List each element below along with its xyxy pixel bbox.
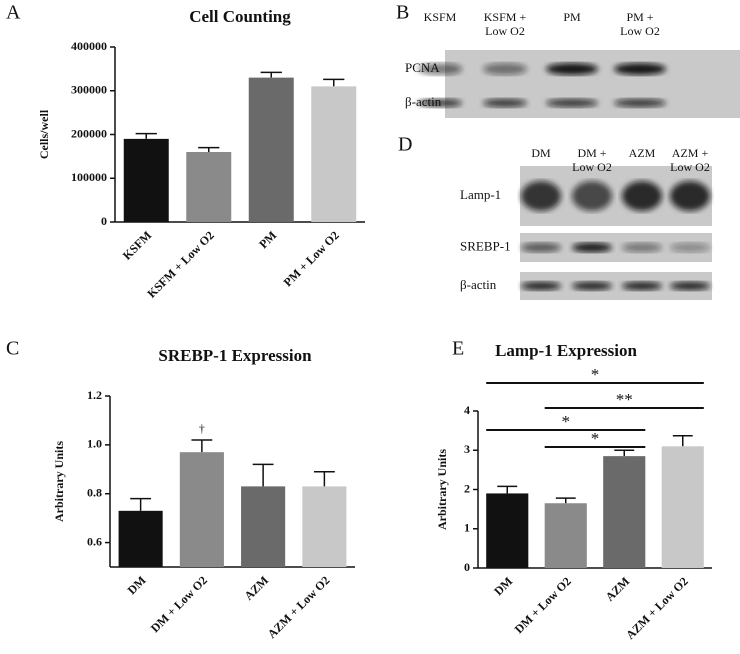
y-axis-label: Arbitrary Units	[52, 441, 66, 522]
x-tick-label: AZM	[603, 574, 633, 604]
lane-label: Low O2	[670, 160, 710, 174]
panel-letter: A	[6, 2, 21, 24]
chart-title: Cell Counting	[189, 7, 291, 26]
blot-band	[546, 63, 598, 75]
y-tick-label: 200000	[71, 126, 107, 140]
y-tick-label: 1.2	[87, 388, 102, 402]
blot-band	[418, 63, 462, 75]
blot-band	[572, 181, 612, 211]
bar	[241, 486, 286, 567]
annotation: †	[199, 422, 205, 436]
x-tick-label: DM + Low O2	[148, 573, 210, 635]
y-tick-label: 2	[464, 481, 470, 495]
blot-band	[670, 181, 710, 211]
blot-band	[521, 281, 561, 291]
lane-label: Low O2	[572, 160, 612, 174]
blot-band	[546, 98, 598, 108]
x-tick-label: KSFM	[120, 228, 154, 262]
panel-letter: E	[452, 338, 464, 360]
blot-row-label: β-actin	[460, 277, 497, 292]
lane-label: AZM	[629, 146, 656, 160]
bar	[118, 510, 163, 567]
y-tick-label: 4	[464, 403, 470, 417]
x-tick-label: AZM + Low O2	[265, 573, 333, 641]
lane-label: Low O2	[620, 24, 660, 38]
y-tick-label: 400000	[71, 39, 107, 53]
blot-band	[622, 181, 662, 211]
blot-band	[622, 242, 662, 253]
x-tick-label: AZM + Low O2	[623, 574, 691, 642]
blot-band	[483, 98, 527, 108]
bar	[248, 77, 294, 222]
bar	[311, 86, 357, 222]
lane-label: Low O2	[485, 24, 525, 38]
x-tick-label: AZM	[241, 573, 271, 603]
y-tick-label: 0.8	[87, 485, 102, 499]
bar	[544, 503, 587, 568]
y-tick-label: 0.6	[87, 534, 102, 548]
y-tick-label: 100000	[71, 170, 107, 184]
blot-band	[670, 281, 710, 291]
x-tick-label: KSFM + Low O2	[144, 228, 216, 300]
panel-letter: D	[398, 134, 412, 156]
x-tick-label: DM + Low O2	[512, 574, 574, 636]
y-axis-label: Cells/well	[37, 109, 51, 159]
bar	[302, 486, 347, 567]
bar	[661, 446, 704, 568]
chart-title: SREBP-1 Expression	[158, 346, 312, 365]
blot-row-label: PCNA	[405, 60, 440, 75]
lane-label: PM	[563, 10, 581, 24]
lane-label: KSFM	[424, 10, 457, 24]
blot-band	[572, 281, 612, 291]
x-tick-label: PM + Low O2	[281, 228, 342, 289]
bar	[486, 493, 529, 568]
annotation: *	[591, 429, 600, 448]
bar	[603, 456, 646, 568]
blot-band	[483, 63, 527, 75]
blot-band	[614, 63, 666, 75]
panel-letter: B	[396, 2, 409, 24]
bar	[186, 152, 232, 222]
blot-band	[572, 242, 612, 253]
annotation: **	[616, 390, 633, 409]
x-tick-label: PM	[256, 228, 279, 251]
lane-label: AZM +	[672, 146, 709, 160]
annotation: *	[562, 412, 571, 431]
x-tick-label: DM	[491, 574, 515, 598]
lane-label: PM +	[626, 10, 653, 24]
lane-label: DM +	[577, 146, 606, 160]
blot-row-label: Lamp-1	[460, 187, 501, 202]
y-tick-label: 3	[464, 442, 470, 456]
y-tick-label: 0	[464, 560, 470, 574]
blot-band	[670, 242, 710, 253]
y-tick-label: 0	[101, 214, 107, 228]
chart-title: Lamp-1 Expression	[495, 341, 637, 360]
blot-band	[521, 242, 561, 253]
blot-band	[614, 98, 666, 108]
blot-band	[418, 98, 462, 108]
bar	[123, 138, 169, 222]
bar	[179, 452, 224, 567]
panel-letter: C	[6, 338, 19, 360]
blot-band	[521, 181, 561, 211]
y-tick-label: 1.0	[87, 437, 102, 451]
y-tick-label: 300000	[71, 83, 107, 97]
lane-label: KSFM +	[484, 10, 527, 24]
blot-row-label: SREBP-1	[460, 238, 511, 253]
annotation: *	[591, 365, 600, 384]
y-axis-label: Arbitrary Units	[435, 449, 449, 530]
lane-label: DM	[531, 146, 551, 160]
x-tick-label: DM	[125, 573, 149, 597]
blot-row-label: β-actin	[405, 94, 442, 109]
blot-band	[622, 281, 662, 291]
y-tick-label: 1	[464, 521, 470, 535]
